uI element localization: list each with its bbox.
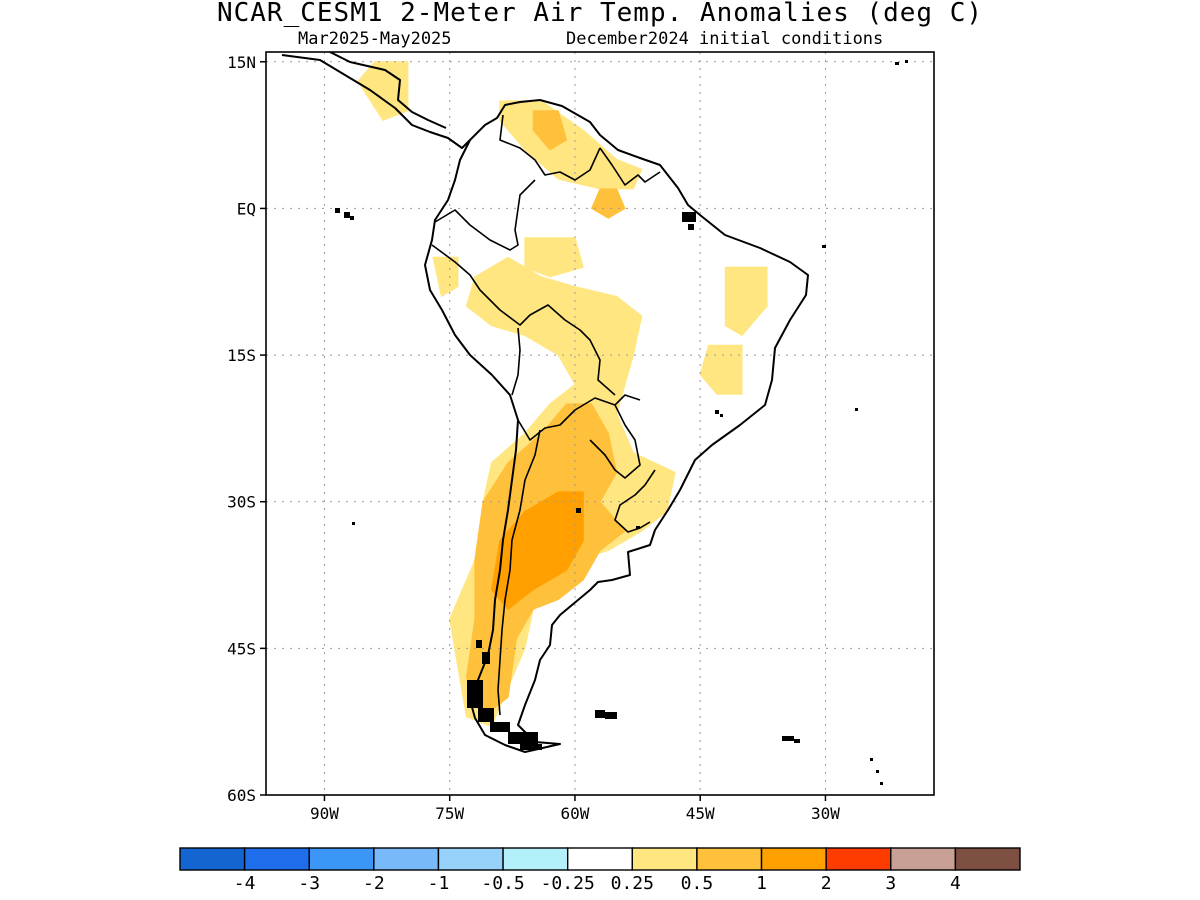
colorbar-swatch — [502, 847, 569, 871]
anomaly-region-guiana-spot — [590, 188, 626, 219]
colorbar-label: -3 — [298, 873, 320, 894]
anomaly-region-northeast-brazil — [724, 266, 768, 337]
chart-title: NCAR_CESM1 2-Meter Air Temp. Anomalies (… — [216, 0, 984, 28]
lon-tick-label: 30W — [811, 804, 840, 823]
colorbar-label: -0.25 — [541, 873, 595, 894]
country-borders — [431, 114, 661, 716]
initial-conditions: December2024 initial conditions — [566, 29, 884, 49]
colorbar-label: 0.25 — [611, 873, 654, 894]
anomaly-region-central-america — [357, 61, 409, 122]
anomaly-region-pampas-core — [490, 491, 584, 610]
colorbar-label: -1 — [428, 873, 450, 894]
colorbar-swatch — [954, 847, 1021, 871]
lat-tick-label: 45S — [227, 639, 256, 658]
colorbar-swatch — [373, 847, 440, 871]
colorbar-swatch — [179, 847, 246, 871]
lon-tick-label: 60W — [560, 804, 589, 823]
colorbar-swatch — [631, 847, 698, 871]
axis-labels: 15N EQ 15S 30S 45S 60S 90W 75W 60W 45W 30W — [227, 53, 840, 823]
lat-tick-label: 15S — [227, 346, 256, 365]
lat-tick-label: EQ — [237, 199, 256, 218]
colorbar: -4 -3 -2 -1 -0.5 -0.25 0.25 0.5 1 2 3 4 — [179, 847, 1021, 894]
south-america-coast — [424, 99, 809, 753]
anomaly-region-andes-north — [432, 256, 459, 298]
lat-tick-label: 15N — [227, 53, 256, 72]
colorbar-swatch — [243, 847, 310, 871]
lon-tick-label: 45W — [686, 804, 715, 823]
lat-tick-label: 30S — [227, 493, 256, 512]
colorbar-label: -0.5 — [481, 873, 524, 894]
anomaly-region-upper-amazon — [524, 237, 584, 278]
colorbar-swatch — [890, 847, 957, 871]
coastlines — [281, 52, 908, 785]
colorbar-label: 2 — [821, 873, 832, 894]
lon-tick-label: 90W — [310, 804, 339, 823]
colorbar-label: 3 — [885, 873, 896, 894]
colorbar-swatch — [308, 847, 375, 871]
anomaly-shading — [357, 61, 768, 728]
anomaly-region-venezuela-core — [532, 110, 568, 151]
colorbar-label: 4 — [950, 873, 961, 894]
colorbar-label: 0.5 — [681, 873, 714, 894]
anomaly-region-venezuela — [499, 100, 643, 190]
colorbar-swatch — [566, 847, 634, 871]
central-america-coast — [281, 52, 471, 149]
lat-tick-label: 60S — [227, 786, 256, 805]
plot-frame — [265, 51, 935, 796]
colorbar-swatch — [760, 847, 827, 871]
islands — [335, 60, 908, 785]
forecast-period: Mar2025-May2025 — [298, 29, 452, 49]
colorbar-swatch — [696, 847, 763, 871]
anomaly-region-bahia — [699, 344, 743, 395]
colorbar-label: -4 — [234, 873, 256, 894]
colorbar-swatch — [437, 847, 504, 871]
colorbar-label: -2 — [363, 873, 385, 894]
lon-tick-label: 75W — [435, 804, 464, 823]
colorbar-label: 1 — [756, 873, 767, 894]
colorbar-swatch — [825, 847, 892, 871]
